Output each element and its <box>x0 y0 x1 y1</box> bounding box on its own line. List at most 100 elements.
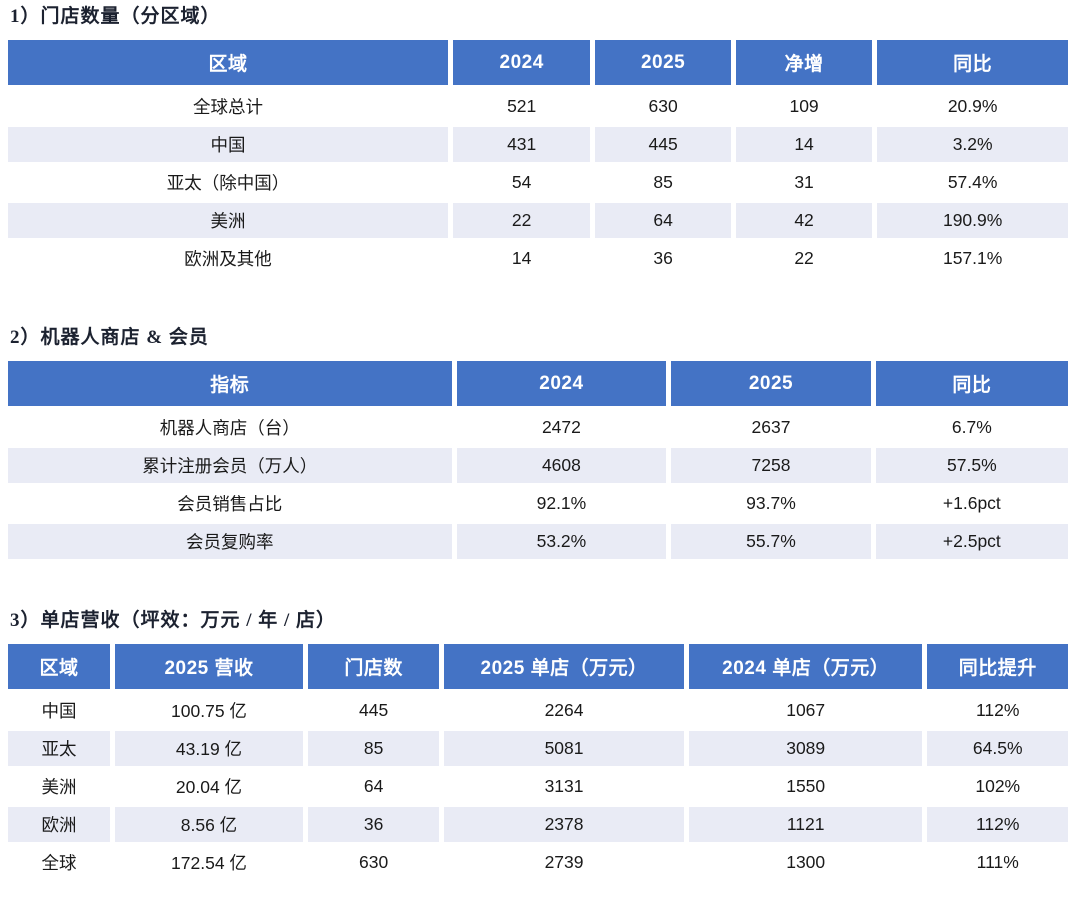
table-row: 全球 172.54 亿 630 2739 1300 111% <box>8 843 1068 883</box>
section-robot-store-members: 2）机器人商店 & 会员 指标 2024 2025 同比 机器人商店（台） 2472 26… <box>8 325 1068 562</box>
table-cell: 6.7% <box>873 408 1068 448</box>
store-count-table-body: 全球总计 521 630 109 20.9% 中国 431 445 14 3.2% 亚太（除中国） 5… <box>8 87 1068 279</box>
table-cell: 1550 <box>686 767 928 807</box>
table-cell: 3089 <box>686 729 928 769</box>
table-cell: 欧洲及其他 <box>8 239 453 279</box>
header-cell: 2024 <box>454 361 672 410</box>
report-page: 1）门店数量（分区域） 区域 2024 2025 净增 同比 全球总计 521 630 109… <box>8 0 1068 883</box>
table-cell: 431 <box>450 125 596 165</box>
table-cell: 92.1% <box>454 484 672 524</box>
table-cell: 112% <box>924 805 1068 845</box>
table-cell: 累计注册会员（万人） <box>8 446 457 486</box>
table-cell: 57.5% <box>873 446 1068 486</box>
header-row: 指标 2024 2025 同比 <box>8 361 1068 410</box>
table-row: 美洲 20.04 亿 64 3131 1550 102% <box>8 767 1068 807</box>
table-cell: 中国 <box>8 125 453 165</box>
table-cell: 4608 <box>454 446 672 486</box>
table-cell: 100.75 亿 <box>112 691 308 731</box>
header-row: 区域 2024 2025 净增 同比 <box>8 40 1068 89</box>
table-row: 中国 100.75 亿 445 2264 1067 112% <box>8 691 1068 731</box>
table-cell: 2472 <box>454 408 672 448</box>
table-cell: +2.5pct <box>873 522 1068 562</box>
table-cell: 5081 <box>441 729 689 769</box>
header-cell: 区域 <box>8 40 453 89</box>
per-store-revenue-table: 区域 2025 营收 门店数 2025 单店（万元） 2024 单店（万元） 同比提升 中… <box>8 644 1068 883</box>
table-cell: 亚太 <box>8 729 115 769</box>
table-cell: 57.4% <box>874 163 1068 203</box>
table-cell: 445 <box>305 691 445 731</box>
table-cell: 36 <box>305 805 445 845</box>
table-cell: 54 <box>450 163 596 203</box>
table-cell: 美洲 <box>8 767 115 807</box>
table-cell: 93.7% <box>668 484 876 524</box>
table-cell: 7258 <box>668 446 876 486</box>
table-cell: 55.7% <box>668 522 876 562</box>
table-cell: 20.9% <box>874 87 1068 127</box>
table-cell: 31 <box>733 163 878 203</box>
section-per-store-revenue: 3）单店营收（坪效：万元 / 年 / 店） 区域 2025 营收 门店数 2025 单… <box>8 608 1068 883</box>
table-cell: 521 <box>450 87 596 127</box>
table-cell: 8.56 亿 <box>112 805 308 845</box>
table-cell: 14 <box>733 125 878 165</box>
table-cell: 630 <box>305 843 445 883</box>
table-cell: 2264 <box>441 691 689 731</box>
section-store-count: 1）门店数量（分区域） 区域 2024 2025 净增 同比 全球总计 521 630 109… <box>8 4 1068 279</box>
table-row: 累计注册会员（万人） 4608 7258 57.5% <box>8 446 1068 486</box>
table-row: 亚太 43.19 亿 85 5081 3089 64.5% <box>8 729 1068 769</box>
per-store-revenue-table-body: 中国 100.75 亿 445 2264 1067 112% 亚太 43.19 亿 85 5081… <box>8 691 1068 883</box>
table-cell: 1067 <box>686 691 928 731</box>
table-cell: 53.2% <box>454 522 672 562</box>
table-cell: 64 <box>305 767 445 807</box>
table-cell: 111% <box>924 843 1068 883</box>
table-cell: 中国 <box>8 691 115 731</box>
header-cell: 区域 <box>8 644 115 693</box>
robot-store-members-table: 指标 2024 2025 同比 机器人商店（台） 2472 2637 6.7% 累计注册会员（… <box>8 361 1068 562</box>
header-cell: 门店数 <box>305 644 445 693</box>
table-cell: 1300 <box>686 843 928 883</box>
table-cell: 172.54 亿 <box>112 843 308 883</box>
table-row: 会员复购率 53.2% 55.7% +2.5pct <box>8 522 1068 562</box>
table-cell: 全球总计 <box>8 87 453 127</box>
table-cell: 445 <box>592 125 736 165</box>
table-cell: 190.9% <box>874 201 1068 241</box>
header-cell: 2025 <box>592 40 736 89</box>
robot-store-members-table-body: 机器人商店（台） 2472 2637 6.7% 累计注册会员（万人） 4608 7258 57… <box>8 408 1068 562</box>
table-row: 亚太（除中国） 54 85 31 57.4% <box>8 163 1068 203</box>
store-count-table: 区域 2024 2025 净增 同比 全球总计 521 630 109 20.9% 中国 431 44… <box>8 40 1068 279</box>
table-row: 中国 431 445 14 3.2% <box>8 125 1068 165</box>
table-row: 会员销售占比 92.1% 93.7% +1.6pct <box>8 484 1068 524</box>
header-cell: 2025 <box>668 361 876 410</box>
section-title-store-count: 1）门店数量（分区域） <box>10 6 221 27</box>
table-cell: 112% <box>924 691 1068 731</box>
per-store-revenue-table-head: 区域 2025 营收 门店数 2025 单店（万元） 2024 单店（万元） 同比提升 <box>8 644 1068 693</box>
section-title-per-store-revenue: 3）单店营收（坪效：万元 / 年 / 店） <box>10 610 337 631</box>
table-cell: 美洲 <box>8 201 453 241</box>
table-row: 全球总计 521 630 109 20.9% <box>8 87 1068 127</box>
table-cell: 43.19 亿 <box>112 729 308 769</box>
table-cell: 85 <box>592 163 736 203</box>
table-cell: 2637 <box>668 408 876 448</box>
table-cell: 3.2% <box>874 125 1068 165</box>
table-cell: 会员销售占比 <box>8 484 457 524</box>
robot-store-members-table-head: 指标 2024 2025 同比 <box>8 361 1068 410</box>
table-cell: 机器人商店（台） <box>8 408 457 448</box>
table-cell: 102% <box>924 767 1068 807</box>
header-row: 区域 2025 营收 门店数 2025 单店（万元） 2024 单店（万元） 同比提升 <box>8 644 1068 693</box>
table-row: 欧洲 8.56 亿 36 2378 1121 112% <box>8 805 1068 845</box>
table-cell: 157.1% <box>874 239 1068 279</box>
table-cell: 64.5% <box>924 729 1068 769</box>
store-count-table-head: 区域 2024 2025 净增 同比 <box>8 40 1068 89</box>
section-title-robot-store-members: 2）机器人商店 & 会员 <box>10 327 209 348</box>
table-cell: 22 <box>733 239 878 279</box>
table-cell: 1121 <box>686 805 928 845</box>
header-cell: 同比 <box>874 40 1068 89</box>
table-cell: 全球 <box>8 843 115 883</box>
table-cell: 欧洲 <box>8 805 115 845</box>
table-cell: 会员复购率 <box>8 522 457 562</box>
header-cell: 2025 单店（万元） <box>441 644 689 693</box>
table-cell: 20.04 亿 <box>112 767 308 807</box>
table-cell: 2378 <box>441 805 689 845</box>
table-cell: 3131 <box>441 767 689 807</box>
table-row: 美洲 22 64 42 190.9% <box>8 201 1068 241</box>
table-cell: 85 <box>305 729 445 769</box>
